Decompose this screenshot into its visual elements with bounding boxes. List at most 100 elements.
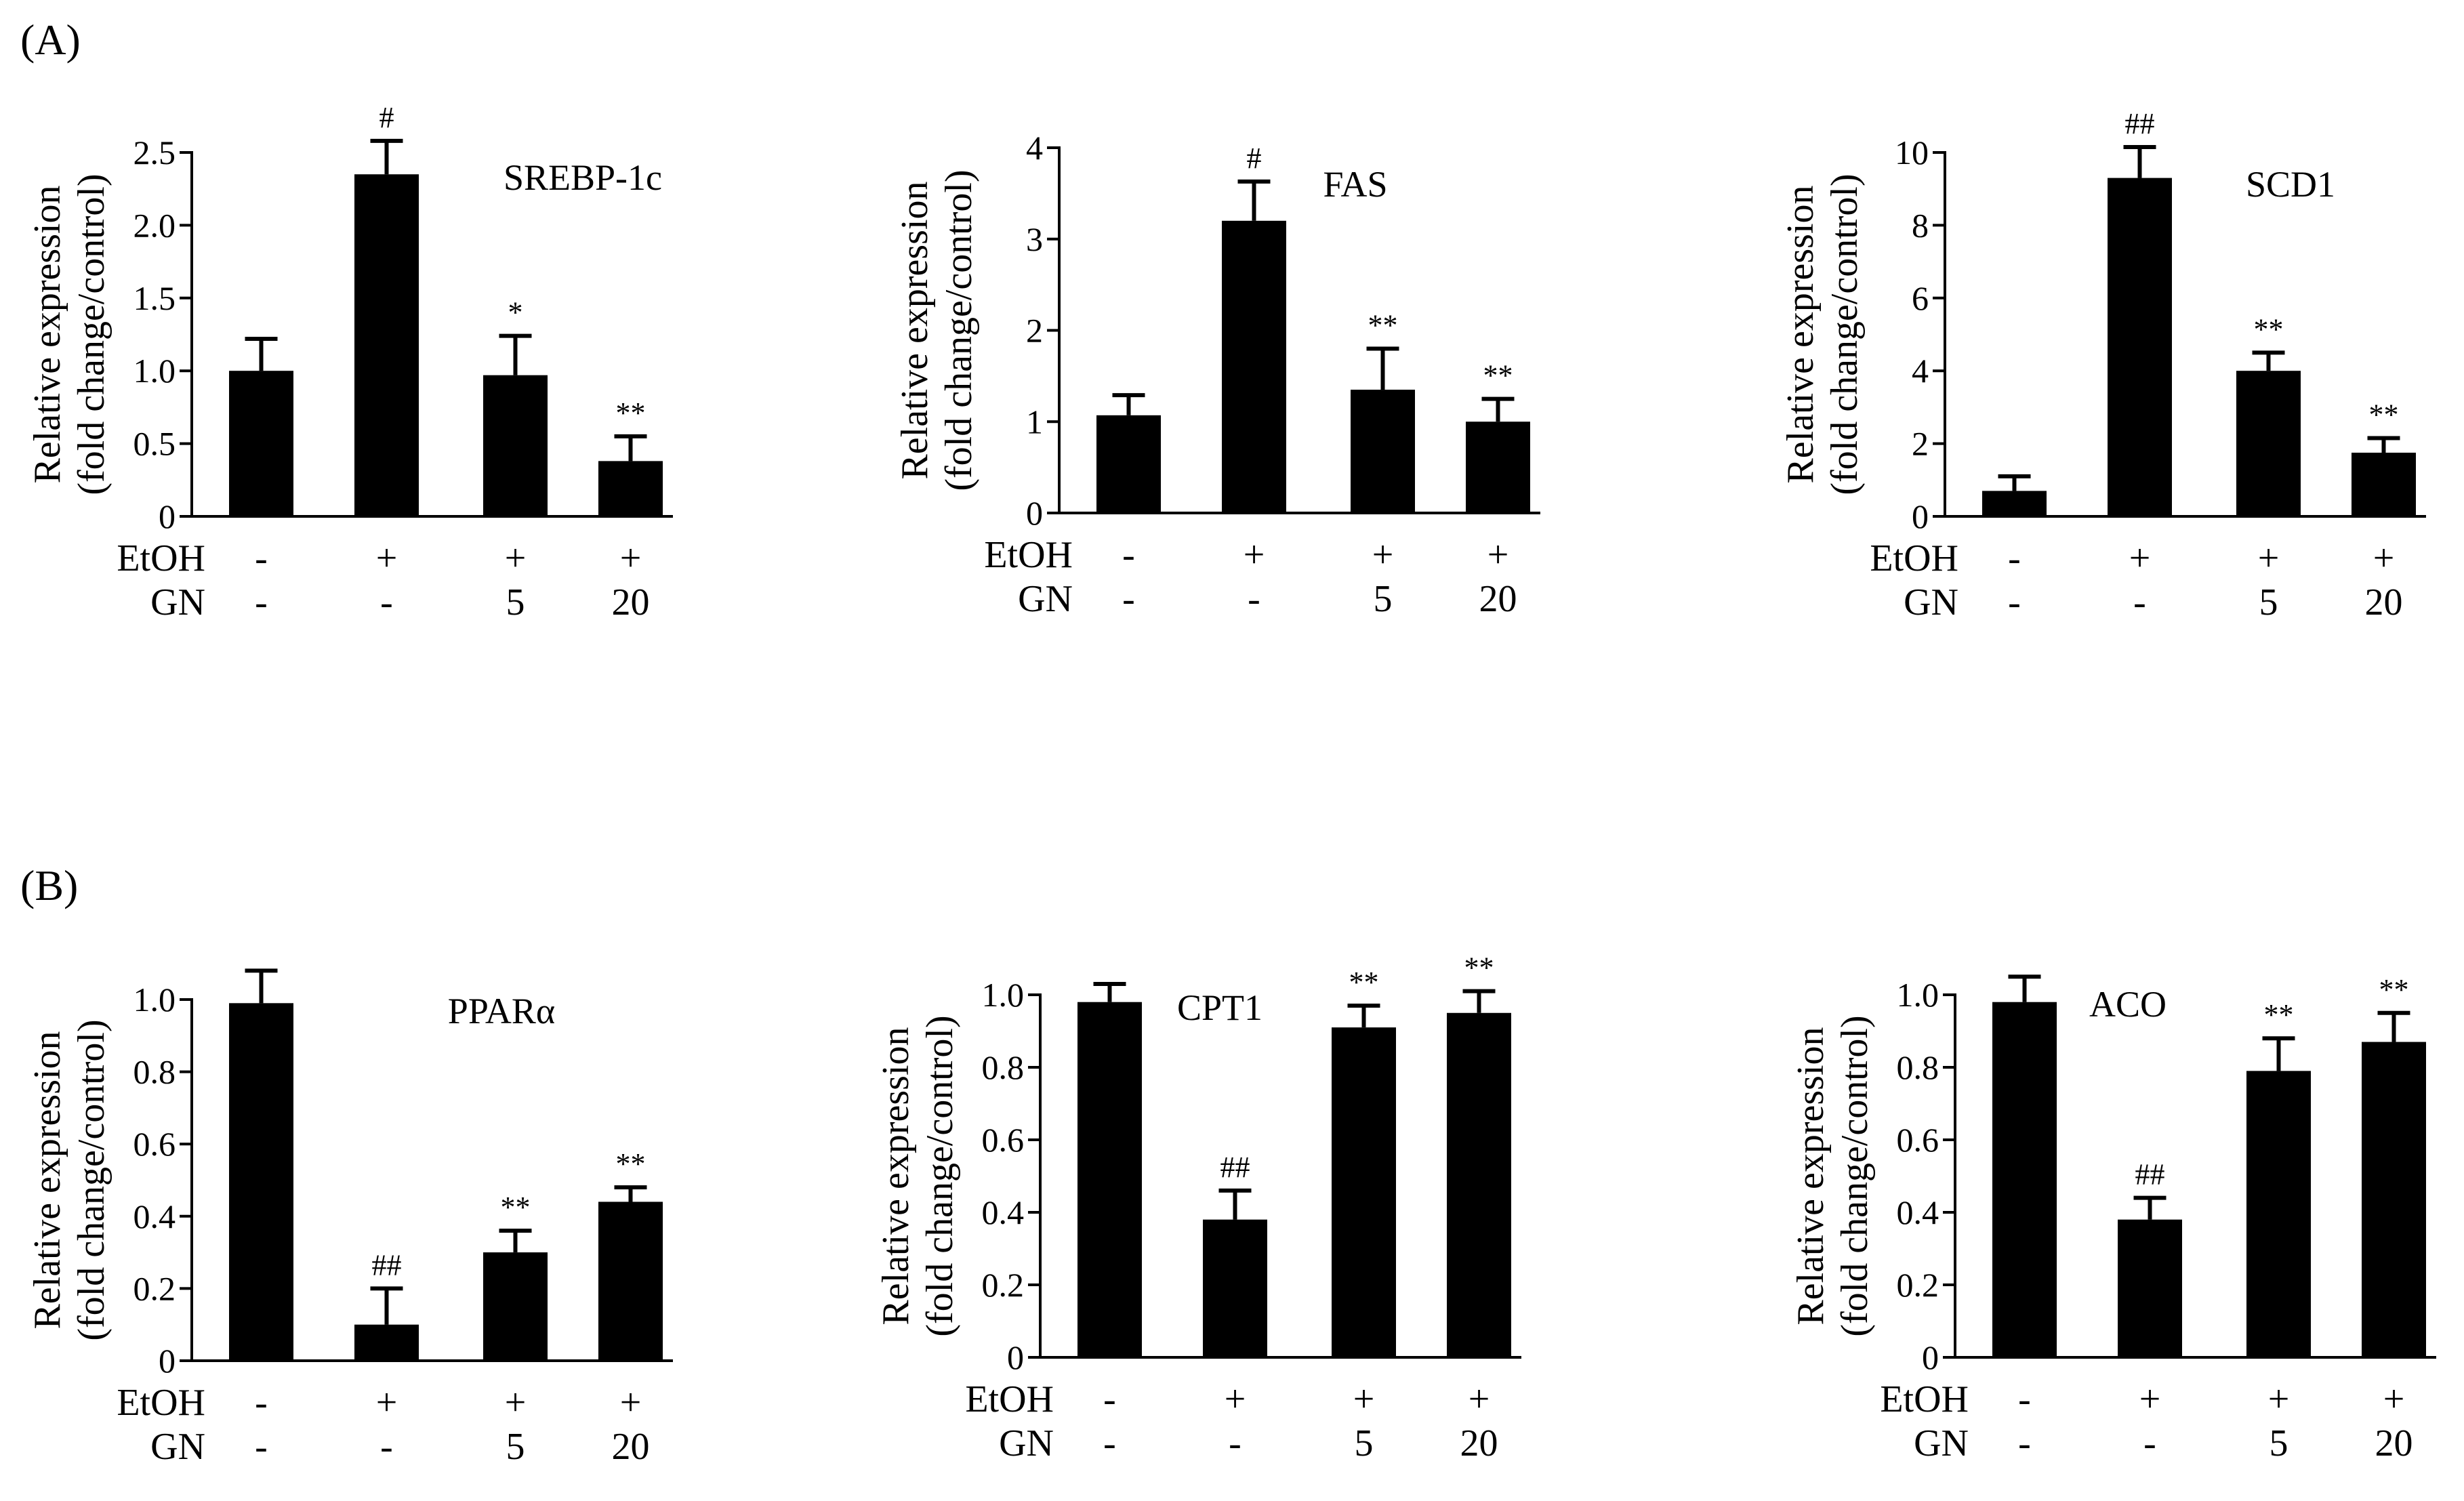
y-tick-label: 2.0 [134,206,176,244]
row-label-etoh: EtOH [1870,537,1958,579]
etoh-condition: + [505,1382,527,1424]
etoh-condition: + [505,537,527,579]
chart-2: 0 2 4 6 8 10 Relative expression (fold change/c… [1780,107,2426,623]
gn-condition: 20 [1460,1422,1498,1464]
significance-mark: ** [2254,312,2284,346]
significance-mark: # [379,101,394,134]
y-tick-label: 10 [1895,133,1929,171]
y-tick-label: 6 [1912,279,1929,317]
etoh-condition: + [620,1382,642,1424]
etoh-condition: + [1244,534,1265,576]
y-tick-label: 4 [1912,352,1929,390]
y-tick-label: 0.2 [1897,1266,1939,1304]
bar [229,1003,293,1361]
etoh-condition: - [1122,534,1135,576]
y-tick-label: 2.5 [134,133,176,171]
gn-condition: - [1248,578,1260,620]
bar [2108,178,2172,516]
gn-condition: 5 [506,581,525,623]
chart-4: 0 0.2 0.4 0.6 0.8 1.0 Relative expression (fold… [875,951,1521,1464]
bar [1992,1002,2057,1357]
etoh-condition: + [2268,1378,2290,1420]
row-label-gn: GN [999,1422,1054,1464]
gn-condition: 20 [2375,1422,2413,1464]
row-label-gn: GN [150,1426,205,1468]
bar [1222,220,1286,513]
gn-condition: - [1229,1422,1241,1464]
etoh-condition: + [2383,1378,2405,1420]
gn-condition: 5 [2270,1422,2288,1464]
gn-condition: - [1103,1422,1116,1464]
gn-condition: - [2008,581,2021,623]
y-tick-label: 4 [1026,129,1043,167]
significance-mark: ** [1464,951,1494,985]
significance-mark: * [508,296,523,329]
y-tick-label: 1.0 [134,981,176,1019]
bar [2246,1071,2311,1357]
y-axis-label-units: (fold change/control) [1834,1015,1876,1336]
etoh-condition: + [2373,537,2395,579]
etoh-condition: - [2008,537,2021,579]
etoh-condition: + [2258,537,2280,579]
y-tick-label: 1 [1026,403,1043,440]
gn-condition: 20 [2365,581,2403,623]
significance-mark: ## [2125,107,2155,140]
significance-mark: # [1247,142,1262,175]
row-label-gn: GN [150,581,205,623]
row-label-gn: GN [1904,581,1958,623]
chart-0: 0 0.5 1.0 1.5 2.0 2.5 Relative expression (fold… [26,101,673,623]
significance-mark: ** [1349,966,1379,999]
bar [2362,1042,2426,1357]
row-label-etoh: EtOH [984,534,1073,576]
y-axis-label-units: (fold change/control) [70,173,112,495]
chart-3: 0 0.2 0.4 0.6 0.8 1.0 Relative expression (fold… [26,968,673,1468]
bar [2352,453,2416,516]
bar [1466,421,1530,513]
y-tick-label: 3 [1026,220,1043,258]
chart-title: PPARα [448,991,555,1031]
gn-condition: - [2018,1422,2031,1464]
y-tick-label: 0.6 [134,1125,176,1163]
bar [598,1201,663,1361]
row-label-etoh: EtOH [117,537,205,579]
y-tick-label: 0.4 [1897,1193,1939,1231]
bar [2236,371,2301,516]
row-label-etoh: EtOH [965,1378,1054,1420]
bar [1351,390,1415,513]
panel-label-a: (A) [20,16,81,64]
y-axis-label-units: (fold change/control) [70,1019,112,1340]
etoh-condition: + [2139,1378,2161,1420]
bar [1096,415,1161,513]
gn-condition: - [2143,1422,2156,1464]
gn-condition: - [255,581,268,623]
bar [1203,1219,1267,1357]
chart-title: CPT1 [1177,987,1262,1028]
gn-condition: 5 [1374,578,1393,620]
y-tick-label: 2 [1026,312,1043,350]
gn-condition: 5 [2259,581,2278,623]
bar [354,174,419,516]
bar [1077,1002,1142,1357]
significance-mark: ** [2264,998,2294,1031]
significance-mark: ** [2369,398,2399,432]
y-tick-label: 1.0 [134,352,176,390]
row-label-etoh: EtOH [117,1382,205,1424]
significance-mark: ** [616,1147,646,1180]
etoh-condition: - [255,1382,268,1424]
bar [1982,491,2047,516]
y-tick-label: 0 [1912,497,1929,535]
chart-title: FAS [1323,164,1387,205]
y-tick-label: 0 [159,1342,176,1380]
significance-mark: ## [1220,1151,1250,1184]
gn-condition: 5 [1355,1422,1374,1464]
y-tick-label: 0.8 [134,1053,176,1091]
y-tick-label: 0 [1026,494,1043,532]
gn-condition: 20 [612,581,650,623]
etoh-condition: + [376,537,398,579]
etoh-condition: + [1225,1378,1246,1420]
etoh-condition: + [1372,534,1394,576]
gn-condition: 20 [1479,578,1517,620]
etoh-condition: + [620,537,642,579]
